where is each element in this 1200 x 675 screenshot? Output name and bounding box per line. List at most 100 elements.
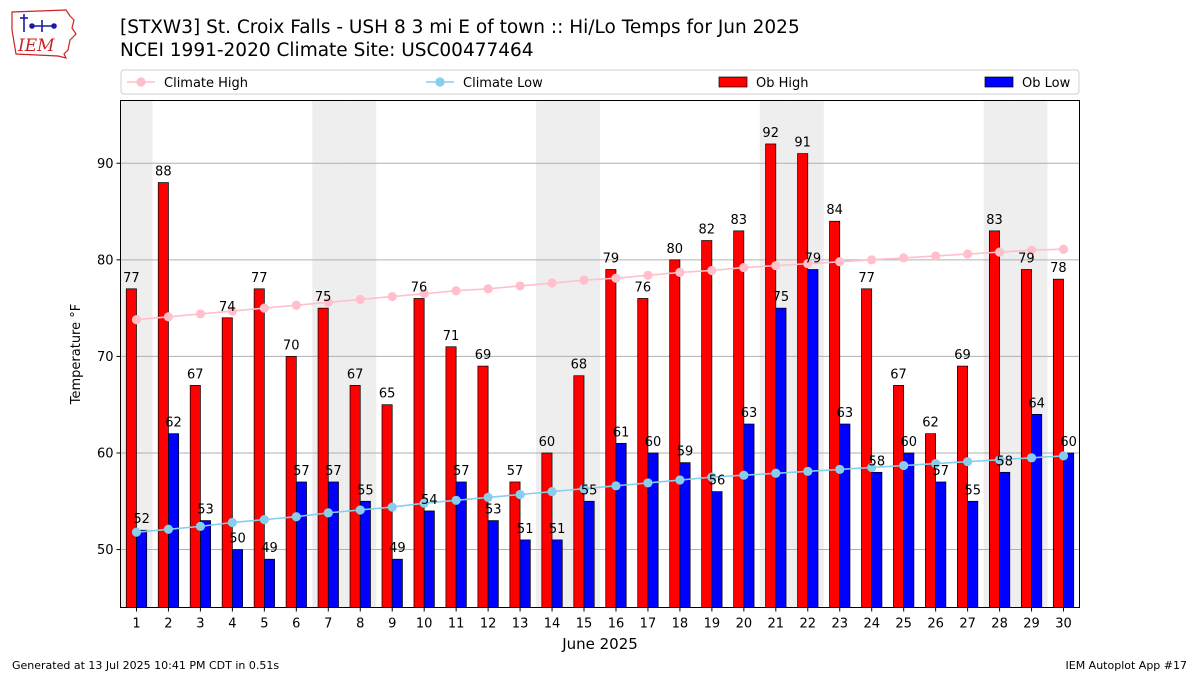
ob-high-value-label: 79 [1018,252,1035,267]
climate-high-point [899,253,909,263]
ob-low-value-label: 62 [165,416,182,431]
ob-low-value-label: 57 [325,464,342,479]
ob-high-bar [861,288,873,608]
weather-station-icon [20,14,57,32]
iowa-state-outline [11,9,77,59]
grid-lines [120,162,1080,551]
x-tick-label: 16 [608,617,625,632]
ob-low-value-label: 50 [229,532,246,547]
x-tick-label: 2 [164,617,172,632]
x-tick-label: 1 [132,617,140,632]
ob-low-bar [359,500,371,608]
climate-low-point [835,464,845,475]
ob-high-bar [317,307,329,608]
ob-low-value-label: 49 [389,541,406,556]
ob-low-bar [903,452,915,608]
bar-value-labels: 77 88 67 74 77 70 75 67 65 76 71 69 57 60 68 79 76 80 82 83… [123,126,1077,556]
y-tick-label: 60 [97,446,114,461]
climate-high-point [195,309,206,319]
ob-high-bar [669,259,681,608]
climate-high-line [136,248,1064,321]
ob-low-bar [232,549,243,608]
x-tick-label: 22 [800,617,817,632]
x-tick-label: 18 [672,617,689,632]
x-tick-label: 29 [1023,617,1040,632]
ob-high-value-label: 74 [219,300,236,315]
ob-high-value-label: 69 [475,348,492,363]
climate-high-point [387,291,397,302]
climate-high-point [355,294,365,305]
climate-low-point [547,487,557,497]
ob-low-value-label: 53 [485,503,502,518]
climate-low-point [451,495,461,505]
ob-low-bar [1063,452,1075,608]
climate-high-point [451,286,461,296]
x-tick-label: 9 [388,617,396,632]
ob-high-bar [509,481,521,608]
ob-low-value-label: 57 [293,464,310,479]
climate-high-point [515,281,525,291]
ob-low-legend-label: Ob Low [1022,76,1071,91]
climate-high-point [227,306,237,316]
y-tick-label: 50 [97,543,114,558]
climate-high-point [803,259,813,269]
ob-high-legend-label: Ob High [756,76,809,91]
climate-low-point [707,472,717,482]
ob-low-bar [679,462,691,608]
climate-high-point [931,251,941,261]
ob-high-bar [221,317,233,608]
app-label: IEM Autoplot App #17 [1065,659,1188,672]
ob-high-value-label: 67 [187,367,204,382]
climate-high-legend-label: Climate High [164,76,248,91]
climate-low-point [291,512,301,522]
ob-high-value-label: 71 [443,329,460,344]
x-tick-label: 14 [544,617,561,632]
ob-high-bar [701,240,713,608]
ob-low-bar [200,520,211,608]
ob-low-legend-swatch [984,76,1014,88]
climate-high-point [323,297,333,307]
ob-low-value-label: 79 [805,252,822,267]
y-axis-title: Temperature °F [69,304,84,405]
ob-low-bar [647,452,659,608]
climate-low-point [1026,453,1037,463]
y-tick-label: 80 [97,253,114,268]
ob-high-value-label: 80 [667,242,684,257]
ob-low-value-label: 53 [197,503,214,518]
logo-text: IEM [17,36,55,56]
x-tick-label: 4 [228,617,236,632]
ob-low-value-label: 64 [1028,396,1045,411]
ob-high-value-label: 75 [315,290,332,305]
ob-low-value-label: 60 [901,435,918,450]
x-tick-label: 15 [576,617,593,632]
ob-high-value-label: 83 [730,213,747,228]
ob-high-value-label: 82 [698,223,715,238]
x-tick-label: 23 [831,617,848,632]
ob-high-value-label: 78 [1050,261,1067,276]
ob-low-value-label: 63 [837,406,854,421]
x-tick-label: 30 [1055,617,1072,632]
climate-high-legend-marker [136,77,146,87]
x-tick-label: 13 [512,617,529,632]
ob-low-value-label: 60 [645,435,662,450]
ob-low-bar [967,500,979,608]
x-tick-label: 7 [324,617,332,632]
ob-high-bar [413,298,425,608]
ob-low-bar [423,510,435,608]
climate-high-point [867,255,877,265]
climate-low-point [259,515,269,525]
ob-low-bar [615,442,627,608]
ob-high-value-label: 57 [507,464,524,479]
ob-high-value-label: 70 [283,338,300,353]
legend: Climate High Climate Low Ob High Ob Low [120,69,1080,95]
ob-high-value-label: 91 [794,136,811,151]
climate-low-line [136,455,1064,533]
climate-high-point [579,275,589,285]
ob-low-value-label: 52 [133,512,150,527]
ob-low-value-label: 61 [613,425,630,440]
climate-high-point [291,300,301,310]
climate-low-point [355,505,365,515]
plot-frame [120,100,1080,608]
ob-low-bar [743,423,755,608]
x-axis-title: June 2025 [561,635,638,653]
